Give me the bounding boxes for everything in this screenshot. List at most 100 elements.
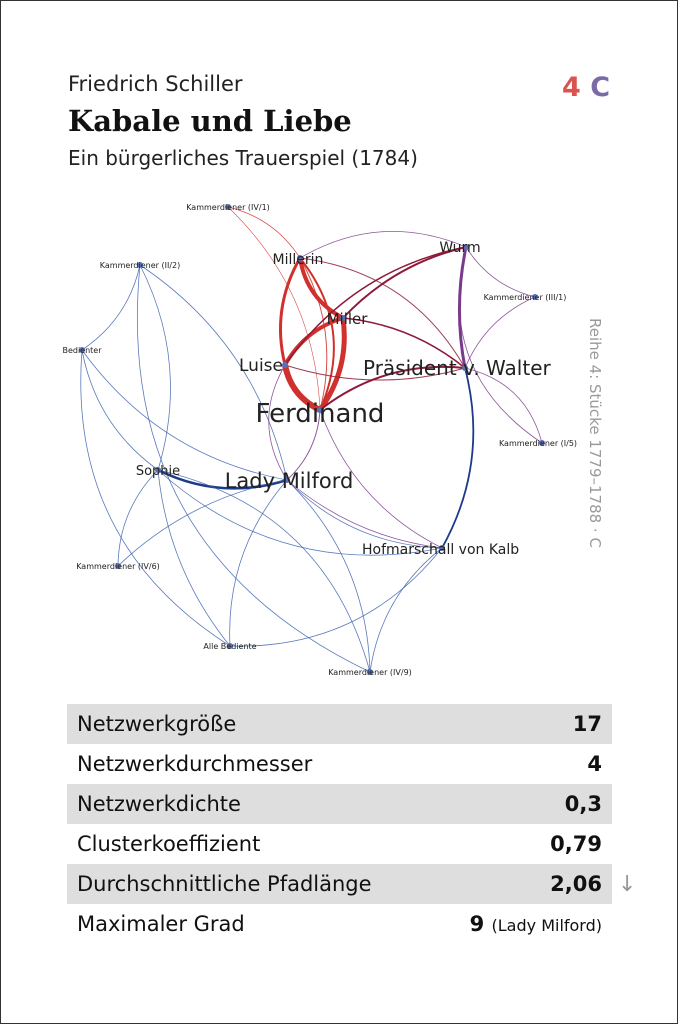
network-node: [317, 407, 323, 413]
network-edges: [80, 206, 543, 673]
network-edge: [139, 264, 171, 471]
network-edge: [157, 468, 288, 490]
network-node: [297, 255, 303, 261]
series-badge: 4 C: [562, 72, 610, 103]
network-node-label: Ferdinand: [256, 399, 385, 429]
network-edge: [369, 547, 443, 673]
network-node: [155, 467, 161, 473]
network-edge: [229, 479, 288, 647]
stat-row-cluster: Clusterkoeffizient 0,79: [67, 824, 612, 864]
stat-row-diameter: Netzwerkdurchmesser 4: [67, 744, 612, 784]
network-labels: Ferdinand Luise Miller Millerin Wurm Präsiden…: [62, 203, 577, 677]
network-edge: [157, 469, 371, 673]
stat-row-maxdegree: Maximaler Grad 9 (Lady Milford): [67, 904, 612, 944]
stat-value: 9 (Lady Milford): [470, 912, 602, 936]
network-edge: [298, 257, 344, 320]
network-edge: [117, 479, 288, 567]
badge-number: 4: [562, 72, 581, 103]
network-node: [284, 477, 290, 483]
network-edge: [299, 257, 328, 411]
network-edge: [157, 469, 443, 556]
network-edge: [464, 367, 543, 444]
network-edge: [81, 349, 288, 481]
network-edge: [81, 264, 141, 351]
network-edge: [286, 479, 443, 549]
network-node-label: Präsident v. Walter: [363, 356, 551, 380]
network-node: [227, 643, 233, 649]
network-edge: [157, 469, 231, 647]
network-node: [462, 365, 468, 371]
network-edge: [317, 317, 347, 412]
stat-value: 0,3: [564, 792, 602, 816]
network-edge: [227, 206, 321, 411]
network-node-label: Kammerdiener (III/1): [484, 293, 567, 302]
stat-label: Maximaler Grad: [77, 912, 245, 936]
network-edge: [286, 479, 443, 549]
network-edge: [441, 367, 475, 549]
stat-label: Netzwerkdurchmesser: [77, 752, 313, 776]
network-edge: [342, 317, 466, 369]
network-edge: [465, 246, 536, 298]
network-node: [340, 315, 346, 321]
network-node: [367, 669, 373, 675]
stat-label: Netzwerkgröße: [77, 712, 237, 736]
stat-row-size: Netzwerkgröße 17: [67, 704, 612, 744]
network-edge: [284, 246, 467, 366]
network-edge: [342, 246, 467, 319]
network-node-label: Kammerdiener (IV/1): [186, 203, 270, 212]
network-node-label: Luise: [239, 356, 283, 376]
network-diagram: Ferdinand Luise Miller Millerin Wurm Präsiden…: [62, 203, 577, 677]
network-node-label: Miller: [327, 310, 369, 328]
stats-table: Netzwerkgröße 17 Netzwerkdurchmesser 4 N…: [67, 704, 612, 944]
network-node: [137, 262, 143, 268]
network-edge: [81, 349, 159, 471]
down-arrow-icon: ↓: [618, 872, 637, 897]
stat-value: 0,79: [550, 832, 602, 856]
network-edge: [117, 469, 159, 567]
network-node-label: Hofmarschall von Kalb: [362, 542, 519, 558]
network-edge: [279, 257, 302, 366]
network-node: [463, 244, 469, 250]
play-subtitle: Ein bürgerliches Trauerspiel (1784): [68, 146, 418, 170]
network-edge: [286, 409, 321, 481]
badge-letter: C: [590, 72, 611, 103]
network-node-label: Lady Milford: [225, 469, 354, 493]
network-edge: [268, 364, 288, 481]
stat-label: Netzwerkdichte: [77, 792, 241, 816]
network-edge: [137, 264, 371, 673]
network-node-label: Sophie: [136, 464, 180, 479]
network-edge: [319, 365, 466, 411]
network-node: [282, 362, 288, 368]
stat-value: 17: [572, 712, 602, 736]
network-edge: [139, 264, 288, 481]
network-node-label: Kammerdiener (I/5): [499, 439, 577, 448]
play-title: Kabale und Liebe: [68, 104, 352, 138]
network-node-label: Kammerdiener (IV/6): [76, 562, 160, 571]
stat-value: 2,06: [550, 872, 602, 896]
stat-value-note: (Lady Milford): [491, 916, 602, 935]
network-node-label: Wurm: [439, 240, 480, 256]
network-node: [79, 347, 85, 353]
network-node-label: Bedienter: [62, 346, 102, 355]
network-edge: [284, 364, 466, 381]
network-edge: [229, 547, 443, 647]
network-node-label: Kammerdiener (II/2): [100, 261, 180, 270]
network-edge: [299, 257, 335, 411]
author: Friedrich Schiller: [68, 72, 243, 96]
network-edge: [319, 409, 443, 549]
network-edge: [299, 257, 466, 369]
network-node: [532, 294, 538, 300]
network-node-label: Kammerdiener (IV/9): [328, 668, 412, 677]
stat-label: Clusterkoeffizient: [77, 832, 261, 856]
stat-label: Durchschnittliche Pfadlänge: [77, 872, 372, 896]
network-node: [225, 204, 231, 210]
network-node-label: Alle Bediente: [203, 642, 256, 651]
network-edge: [457, 246, 468, 369]
network-edge: [299, 230, 467, 259]
stat-row-density: Netzwerkdichte 0,3: [67, 784, 612, 824]
network-node: [439, 545, 445, 551]
network-node-label: Millerin: [273, 252, 324, 268]
network-node: [539, 440, 545, 446]
network-edge: [286, 479, 371, 673]
stat-value: 4: [587, 752, 602, 776]
